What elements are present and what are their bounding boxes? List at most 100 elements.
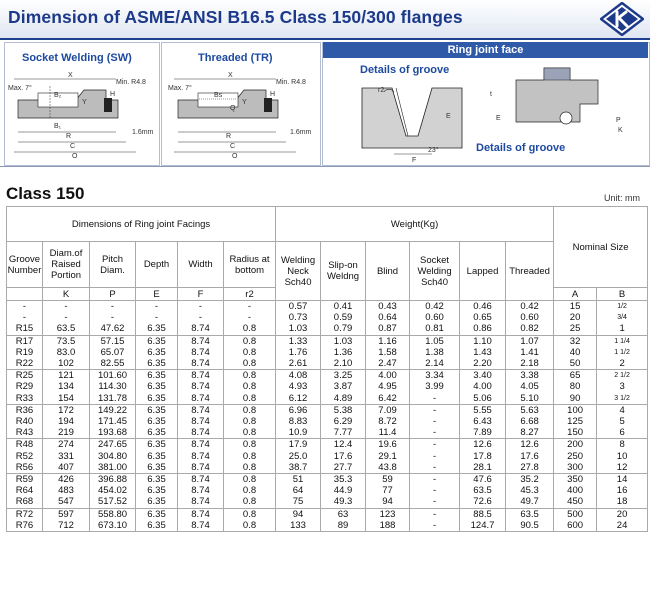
- table-cell: 90.5: [505, 519, 555, 532]
- table-cell: R19: [6, 346, 43, 359]
- table-cell: 2.20: [459, 358, 507, 370]
- table-cell: 8.74: [177, 438, 224, 451]
- table-cell: 94: [275, 507, 322, 520]
- col-lapped: Lapped: [459, 241, 507, 301]
- tr-dim-c: C: [230, 143, 235, 150]
- table-cell: R15: [6, 323, 43, 336]
- table-row: R64 483 454.02 6.35 8.74 0.8 64 44.9 77-63.5 45.3…: [6, 485, 649, 497]
- tr-dim-min: Min. R4.8: [276, 79, 306, 86]
- table-cell: -: [6, 300, 43, 313]
- table-cell: 0.8: [222, 461, 277, 474]
- table-cell: 50: [553, 358, 598, 370]
- table-cell: R40: [6, 416, 43, 428]
- table-cell: 10.9: [275, 427, 322, 439]
- table-cell: 72.6: [459, 496, 507, 509]
- table-cell: 6.35: [135, 392, 178, 405]
- table-cell: 17.8: [459, 450, 507, 462]
- table-cell: 0.59: [320, 312, 367, 324]
- table-cell: 8.74: [177, 392, 224, 405]
- table-cell: 1.33: [275, 334, 322, 347]
- table-row: R59 426 396.88 6.35 8.74 0.8 51 35.3 59-47.6 35.2…: [6, 473, 649, 486]
- table-cell: 6.35: [135, 346, 178, 359]
- table-cell: 426: [42, 473, 90, 486]
- table-cell: 5.63: [505, 403, 555, 417]
- table-cell: 6.42: [365, 392, 411, 405]
- table-cell: 6.35: [135, 519, 178, 532]
- table-row: R40 194 171.45 6.35 8.74 0.8 8.83 6.29 8.72-6.43…: [6, 416, 649, 428]
- table-cell: 88.5: [459, 507, 507, 520]
- table-cell: R76: [6, 519, 43, 532]
- table-cell: 8.74: [177, 323, 224, 336]
- table-cell: 6.35: [135, 496, 178, 509]
- table-cell: 1.16: [365, 334, 411, 347]
- page-title: Dimension of ASME/ANSI B16.5 Class 150/3…: [8, 7, 463, 27]
- table-cell: -: [89, 312, 136, 324]
- table-cell: -: [409, 438, 461, 451]
- weight-group-header: Weight(Kg): [275, 206, 555, 242]
- table-row: R22 102 82.55 6.35 8.74 0.8 2.61 2.10 2.47 2.14 2.…: [6, 358, 649, 370]
- table-cell: 500: [553, 507, 598, 520]
- table-cell: R52: [6, 450, 43, 462]
- table-cell: 6.43: [459, 416, 507, 428]
- col-blind: Blind: [365, 241, 411, 301]
- table-cell: 43.8: [365, 461, 411, 474]
- table-cell: 0.79: [320, 323, 367, 336]
- table-cell: 0.8: [222, 473, 277, 486]
- table-cell: -: [222, 312, 277, 324]
- table-cell: 0.82: [505, 323, 555, 336]
- sw-dim-r: R: [66, 133, 71, 140]
- table-cell: 134: [42, 381, 90, 393]
- table-cell: 35.2: [505, 473, 555, 486]
- table-cell: 8: [596, 438, 649, 451]
- table-cell: 5: [596, 416, 649, 428]
- table-cell: 83.0: [42, 346, 90, 359]
- table-cell: 6.35: [135, 403, 178, 417]
- sw-dim-max: Max. 7°: [8, 84, 32, 92]
- table-cell: 8.74: [177, 416, 224, 428]
- table-row: R56 407 381.00 6.35 8.74 0.8 38.7 27.7 43.8-28.1…: [6, 461, 649, 474]
- table-cell: R59: [6, 473, 43, 486]
- table-cell: 3/4: [596, 312, 649, 324]
- table-row: R48 274 247.65 6.35 8.74 0.8 17.9 12.4 19.6-12.6…: [6, 438, 649, 451]
- table-cell: 0.8: [222, 427, 277, 439]
- table-row: R52 331 304.80 6.35 8.74 0.8 25.0 17.6 29.1-17.8…: [6, 450, 649, 462]
- table-cell: 131.78: [89, 392, 136, 405]
- table-cell: 0.8: [222, 392, 277, 405]
- table-cell: 27.7: [320, 461, 367, 474]
- table-cell: 200: [553, 438, 598, 451]
- table-cell: 331: [42, 450, 90, 462]
- table-cell: 1.38: [409, 346, 461, 359]
- table-cell: -: [409, 496, 461, 509]
- table-cell: 0.8: [222, 438, 277, 451]
- table-cell: 1.41: [505, 346, 555, 359]
- table-row: R29 134 114.30 6.35 8.74 0.8 4.93 3.87 4.95 3.99 4…: [6, 381, 649, 393]
- table-cell: 250: [553, 450, 598, 462]
- groove-detail-drawing: r2 E F 23°: [361, 87, 463, 164]
- sw-dim-o: O: [72, 153, 78, 160]
- table-cell: 17.9: [275, 438, 322, 451]
- table-cell: 100: [553, 403, 598, 417]
- sym-p: P: [89, 287, 136, 301]
- table-cell: 247.65: [89, 438, 136, 451]
- table-cell: 6.35: [135, 358, 178, 370]
- table-cell: 0.73: [275, 312, 322, 324]
- table-cell: 6.68: [505, 416, 555, 428]
- sym-k: K: [42, 287, 90, 301]
- table-cell: 27.8: [505, 461, 555, 474]
- table-cell: 65.07: [89, 346, 136, 359]
- ring-dim-t: t: [490, 91, 492, 98]
- table-cell: R33: [6, 392, 43, 405]
- table-cell: R48: [6, 438, 43, 451]
- table-cell: 7.09: [365, 403, 411, 417]
- table-cell: 5.10: [505, 392, 555, 405]
- tr-dim-b: Bs: [214, 92, 223, 99]
- table-cell: 8.74: [177, 473, 224, 486]
- table-cell: -: [222, 300, 277, 313]
- table-cell: 89: [320, 519, 367, 532]
- table-row: R33 154 131.78 6.35 8.74 0.8 6.12 4.89 6.42-5.06…: [6, 392, 649, 405]
- table-cell: 483: [42, 485, 90, 497]
- table-cell: -: [177, 312, 224, 324]
- table-cell: 6.12: [275, 392, 322, 405]
- table-cell: 193.68: [89, 427, 136, 439]
- table-cell: 1.76: [275, 346, 322, 359]
